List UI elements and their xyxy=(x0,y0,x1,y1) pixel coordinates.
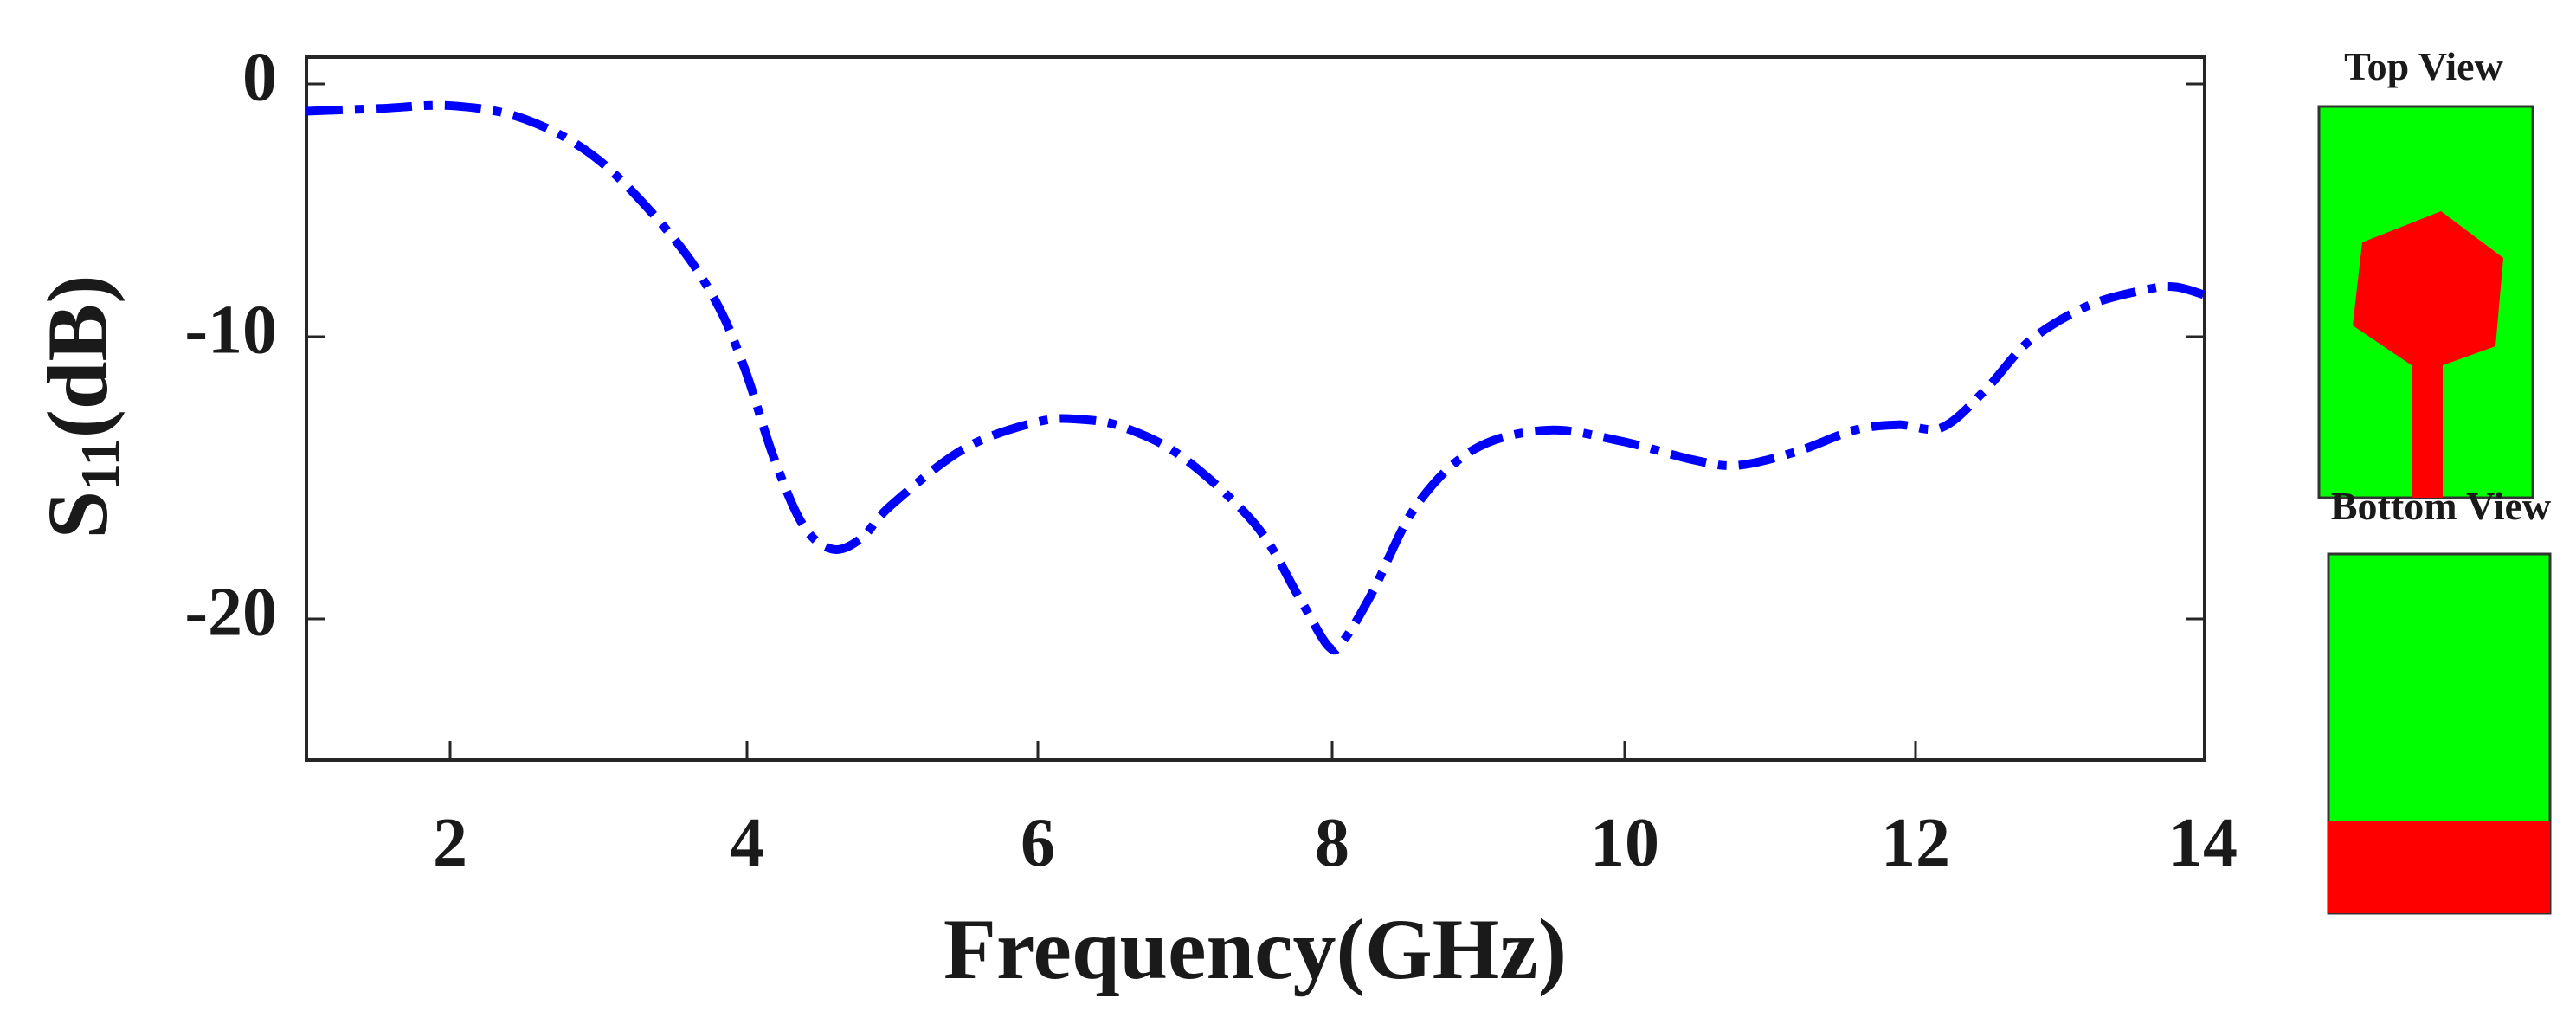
x-tick-label-10: 10 xyxy=(1590,805,1659,881)
x-tick-label-12: 12 xyxy=(1881,805,1950,881)
top-view-hexagon-patch xyxy=(2353,211,2503,365)
x-tick-label-4: 4 xyxy=(730,805,764,881)
y-tick-label-0: 0 xyxy=(242,39,277,115)
plot-area xyxy=(305,55,2206,762)
y-axis-label-subscript: 11 xyxy=(69,438,131,490)
top-view-inset xyxy=(2317,105,2534,499)
top-view-feed-line xyxy=(2412,364,2443,498)
y-axis-label-unit: (dB) xyxy=(29,274,126,438)
y-axis-label-main: S xyxy=(29,491,126,539)
bottom-view-inset xyxy=(2327,552,2552,915)
s11-series-line xyxy=(306,100,2206,655)
x-axis-label: Frequency(GHz) xyxy=(943,901,1567,997)
y-axis-label: S11(dB) xyxy=(29,274,131,538)
series-layer xyxy=(306,100,2206,655)
y-tick-label-minus-10: -10 xyxy=(184,292,277,368)
x-tick-label-8: 8 xyxy=(1315,805,1349,881)
bottom-view-ground-plane xyxy=(2328,821,2550,913)
x-tick-label-6: 6 xyxy=(1021,805,1055,881)
y-tick-label-minus-20: -20 xyxy=(184,574,277,650)
x-tick-label-14: 14 xyxy=(2168,805,2238,881)
top-view-label: Top View xyxy=(2344,44,2503,88)
x-tick-label-2: 2 xyxy=(433,805,467,881)
bottom-view-label: Bottom View xyxy=(2331,484,2551,528)
